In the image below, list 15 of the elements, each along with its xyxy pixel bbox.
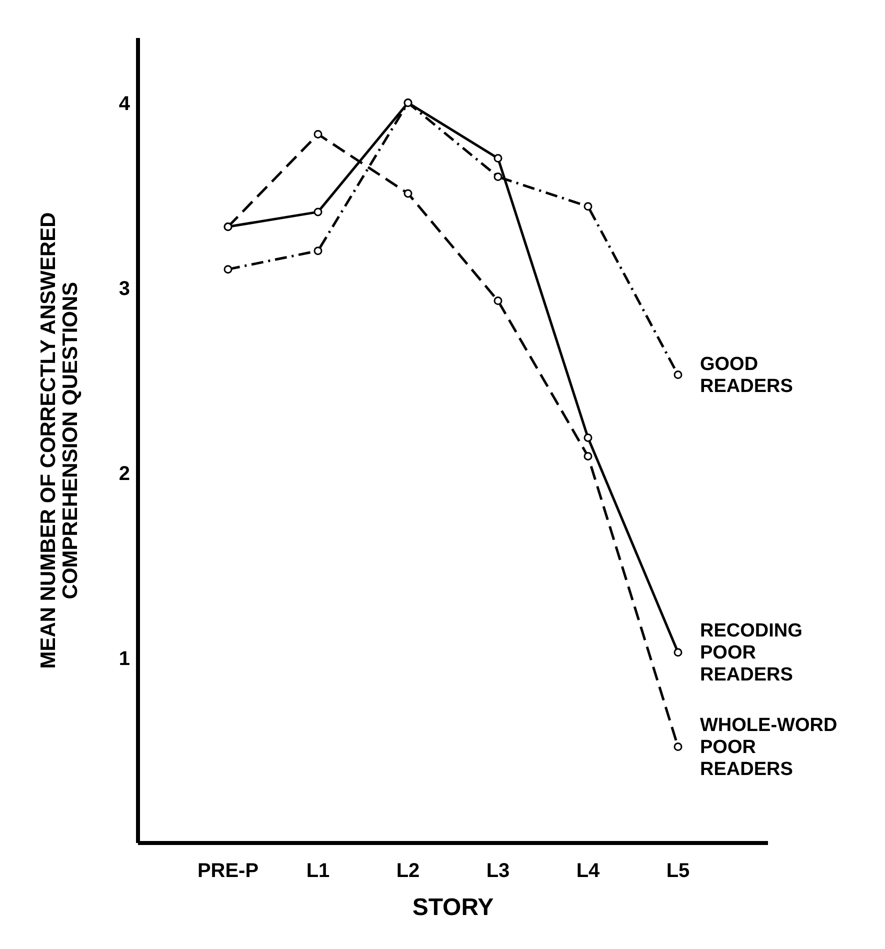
x-tick-label: PRE-P (197, 860, 259, 882)
x-tick-label: L1 (306, 860, 330, 882)
x-tick-label: L5 (666, 860, 690, 882)
y-axis-title: MEAN NUMBER OF CORRECTLY ANSWERED COMPREHENSION QUESTIONS (37, 212, 82, 669)
x-tick-label: L4 (576, 860, 601, 882)
x-tick-label: L2 (396, 860, 420, 882)
series-label: RECODING POOR READERS (700, 620, 802, 686)
series-label: WHOLE-WORD POOR READERS (700, 714, 838, 780)
x-axis-title: STORY (412, 894, 494, 921)
series-label: GOOD READERS (700, 354, 793, 397)
y-tick-label: 2 (118, 462, 130, 485)
y-tick-label: 1 (118, 648, 130, 670)
y-tick-label: 4 (118, 92, 131, 115)
x-tick-label: L3 (486, 860, 510, 882)
y-tick-label: 3 (118, 278, 130, 300)
